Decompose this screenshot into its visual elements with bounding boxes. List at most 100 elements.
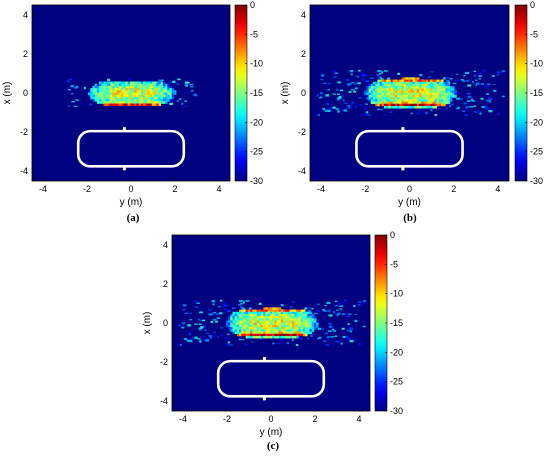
- heatmap-cell: [267, 318, 271, 321]
- heatmap-cell: [243, 318, 246, 321]
- heatmap-cell: [427, 88, 431, 91]
- clutter-speck: [467, 84, 472, 87]
- heatmap-cell: [149, 96, 153, 100]
- heatmap-cell: [386, 83, 389, 87]
- heatmap-cell: [167, 92, 170, 96]
- heatmap-cell: [296, 333, 299, 337]
- clutter-speck: [338, 340, 342, 342]
- heatmap-cell: [432, 105, 435, 109]
- heatmap-cell: [274, 311, 277, 315]
- heatmap-cell: [405, 79, 409, 83]
- heatmap-cell: [138, 96, 142, 100]
- heatmap-cell: [283, 313, 286, 317]
- heatmap-cell: [449, 88, 453, 91]
- heatmap-cell: [121, 85, 124, 89]
- clutter-speck: [346, 315, 349, 318]
- heatmap-cell: [269, 322, 273, 326]
- heatmap-cell: [252, 320, 255, 324]
- heatmap-cell: [228, 318, 231, 321]
- y-tick-label: -4: [20, 166, 28, 176]
- heatmap-cell: [381, 92, 385, 96]
- heatmap-cell: [116, 83, 120, 87]
- heatmap-cell: [414, 79, 418, 83]
- clutter-speck: [446, 77, 451, 79]
- x-tick-label: -2: [223, 414, 231, 424]
- clutter-speck: [199, 327, 203, 330]
- heatmap-cell: [261, 335, 264, 339]
- heatmap-cell: [430, 101, 433, 105]
- heatmap-cell: [425, 81, 429, 85]
- heatmap-cell: [390, 103, 394, 107]
- heatmap-cell: [123, 92, 126, 96]
- heatmap-image: [316, 69, 506, 117]
- clutter-speck: [462, 80, 466, 82]
- heatmap-cell: [368, 86, 372, 89]
- heatmap-cell: [436, 97, 440, 100]
- heatmap-cell: [294, 318, 297, 321]
- heatmap-cell: [272, 307, 275, 310]
- heatmap-cell: [368, 92, 372, 96]
- heatmap-cell: [438, 99, 442, 102]
- heatmap-cell: [225, 322, 229, 326]
- heatmap-cell: [372, 81, 376, 85]
- heatmap-cell: [228, 316, 231, 319]
- heatmap-cell: [419, 81, 422, 85]
- clutter-speck: [365, 103, 368, 106]
- clutter-speck: [344, 108, 348, 110]
- heatmap-cell: [438, 86, 442, 89]
- clutter-speck: [260, 337, 263, 340]
- panel-a: -4 -2 0 2 4 -4 -2 0 2 4 y (m) x (m) 0 -5 -10 -15 -20 -25-…: [0, 0, 272, 210]
- heatmap-cell: [278, 313, 282, 317]
- heatmap-cell: [105, 81, 109, 85]
- clutter-speck: [338, 95, 342, 99]
- heatmap-cell: [370, 86, 374, 89]
- clutter-speck: [196, 302, 200, 304]
- heatmap-cell: [425, 83, 429, 87]
- y-tick-label: -4: [298, 166, 306, 176]
- heatmap-cell: [285, 322, 288, 326]
- heatmap-cell: [145, 85, 148, 89]
- heatmap-cell: [265, 307, 268, 310]
- heatmap-cell: [283, 322, 286, 326]
- heatmap-cell: [156, 103, 159, 107]
- heatmap-cell: [287, 311, 290, 315]
- heatmap-cell: [289, 313, 293, 317]
- heatmap-cell: [245, 331, 249, 335]
- clutter-speck: [349, 328, 354, 331]
- heatmap-cell: [261, 324, 264, 328]
- heatmap-cell: [263, 327, 266, 330]
- heatmap-cell: [274, 309, 277, 313]
- heatmap-cell: [394, 79, 398, 83]
- heatmap-cell: [300, 309, 304, 313]
- heatmap-cell: [151, 88, 155, 91]
- heatmap-cell: [316, 322, 319, 326]
- heatmap-cell: [392, 83, 396, 87]
- heatmap-cell: [447, 94, 451, 98]
- clutter-speck: [358, 104, 363, 106]
- heatmap-cell: [160, 96, 164, 100]
- clutter-speck: [464, 113, 468, 117]
- heatmap-cell: [412, 88, 416, 91]
- heatmap-cell: [394, 92, 398, 96]
- clutter-speck: [213, 312, 217, 314]
- heatmap-cell: [397, 81, 400, 85]
- heatmap-cell: [118, 101, 122, 104]
- heatmap-cell: [430, 86, 433, 89]
- heatmap-cell: [103, 101, 106, 104]
- heatmap-cell: [412, 77, 416, 80]
- heatmap-cell: [280, 313, 284, 317]
- clutter-speck: [479, 112, 482, 115]
- x-tick-label: 4: [356, 414, 361, 424]
- heatmap-cell: [375, 103, 378, 107]
- heatmap-cell: [412, 92, 416, 96]
- heatmap-cell: [397, 92, 400, 96]
- heatmap-cell: [445, 97, 449, 100]
- heatmap-cell: [370, 92, 374, 96]
- heatmap-cell: [368, 99, 372, 102]
- heatmap-cell: [302, 322, 306, 326]
- heatmap-cell: [399, 83, 402, 87]
- heatmap-cell: [294, 333, 297, 337]
- heatmap-cell: [285, 329, 288, 332]
- heatmap-cell: [239, 320, 242, 324]
